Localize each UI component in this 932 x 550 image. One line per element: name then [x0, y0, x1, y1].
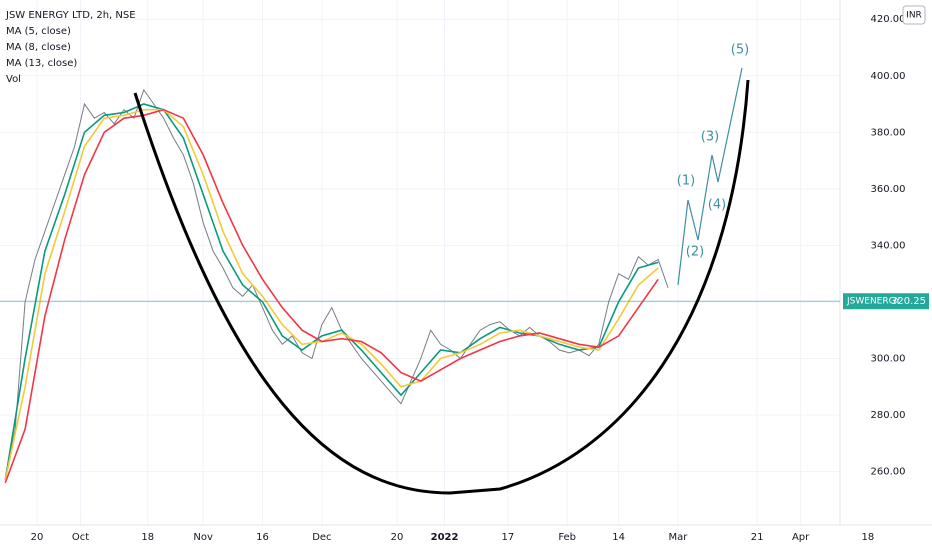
y-tick-label: 300.00	[871, 353, 906, 364]
x-tick-label: Nov	[193, 532, 213, 543]
legend-entry: MA (8, close)	[6, 42, 71, 53]
series-line	[4, 103, 659, 481]
wave-label: (2)	[686, 245, 704, 260]
cup-curve	[133, 79, 750, 495]
wave-label: (4)	[708, 198, 726, 213]
x-tick-label: 18	[141, 532, 154, 543]
wave-label: (3)	[701, 130, 719, 145]
currency-box[interactable]	[902, 5, 926, 25]
legend: JSW ENERGY LTD, 2h, NSE MA (5, close) MA…	[5, 10, 136, 85]
x-tick-label: 18	[862, 532, 875, 543]
legend-entry: MA (13, close)	[6, 58, 77, 69]
x-tick-label: Apr	[792, 532, 810, 543]
chart-title: JSW ENERGY LTD, 2h, NSE	[5, 10, 136, 21]
currency-label[interactable]: INR	[906, 11, 922, 21]
y-tick-label: 260.00	[871, 467, 906, 478]
wave-label: (1)	[677, 174, 695, 189]
last-price-box	[843, 293, 929, 310]
currency-button[interactable]: INR	[902, 5, 926, 25]
x-tick-label: 20	[391, 532, 404, 543]
x-tick-label: Mar	[669, 532, 689, 543]
y-tick-label: 360.00	[871, 184, 906, 195]
x-tick-label: 16	[256, 532, 269, 543]
drawings	[133, 67, 750, 495]
wave-label: (5)	[731, 43, 749, 58]
y-tick-label: 420.00	[871, 14, 906, 25]
series-line	[4, 108, 659, 481]
x-tick-label: 2022	[431, 532, 459, 543]
legend-entry: Vol	[6, 74, 21, 85]
x-tick-label: 20	[31, 532, 44, 543]
last-price-value: 320.25	[891, 296, 926, 307]
x-tick-label: 21	[751, 532, 764, 543]
y-tick-label: 380.00	[871, 127, 906, 138]
y-tick-label: 400.00	[871, 71, 906, 82]
grid	[0, 0, 840, 525]
last-price-symbol: JSWENERGY	[846, 297, 901, 307]
plot-area	[0, 88, 840, 484]
x-tick-label: 17	[501, 532, 514, 543]
series-line	[4, 108, 659, 484]
legend-entry: MA (5, close)	[6, 26, 71, 37]
y-tick-label: 340.00	[871, 240, 906, 251]
x-tick-label: Feb	[558, 532, 576, 543]
axes: 260.00280.00300.00320.00340.00360.00380.…	[31, 14, 929, 543]
series-line	[4, 88, 669, 478]
x-tick-label: Dec	[312, 532, 331, 543]
wave-path	[677, 67, 743, 286]
x-tick-label: 14	[612, 532, 625, 543]
y-tick-label: 280.00	[871, 410, 906, 421]
x-tick-label: Oct	[72, 532, 89, 543]
